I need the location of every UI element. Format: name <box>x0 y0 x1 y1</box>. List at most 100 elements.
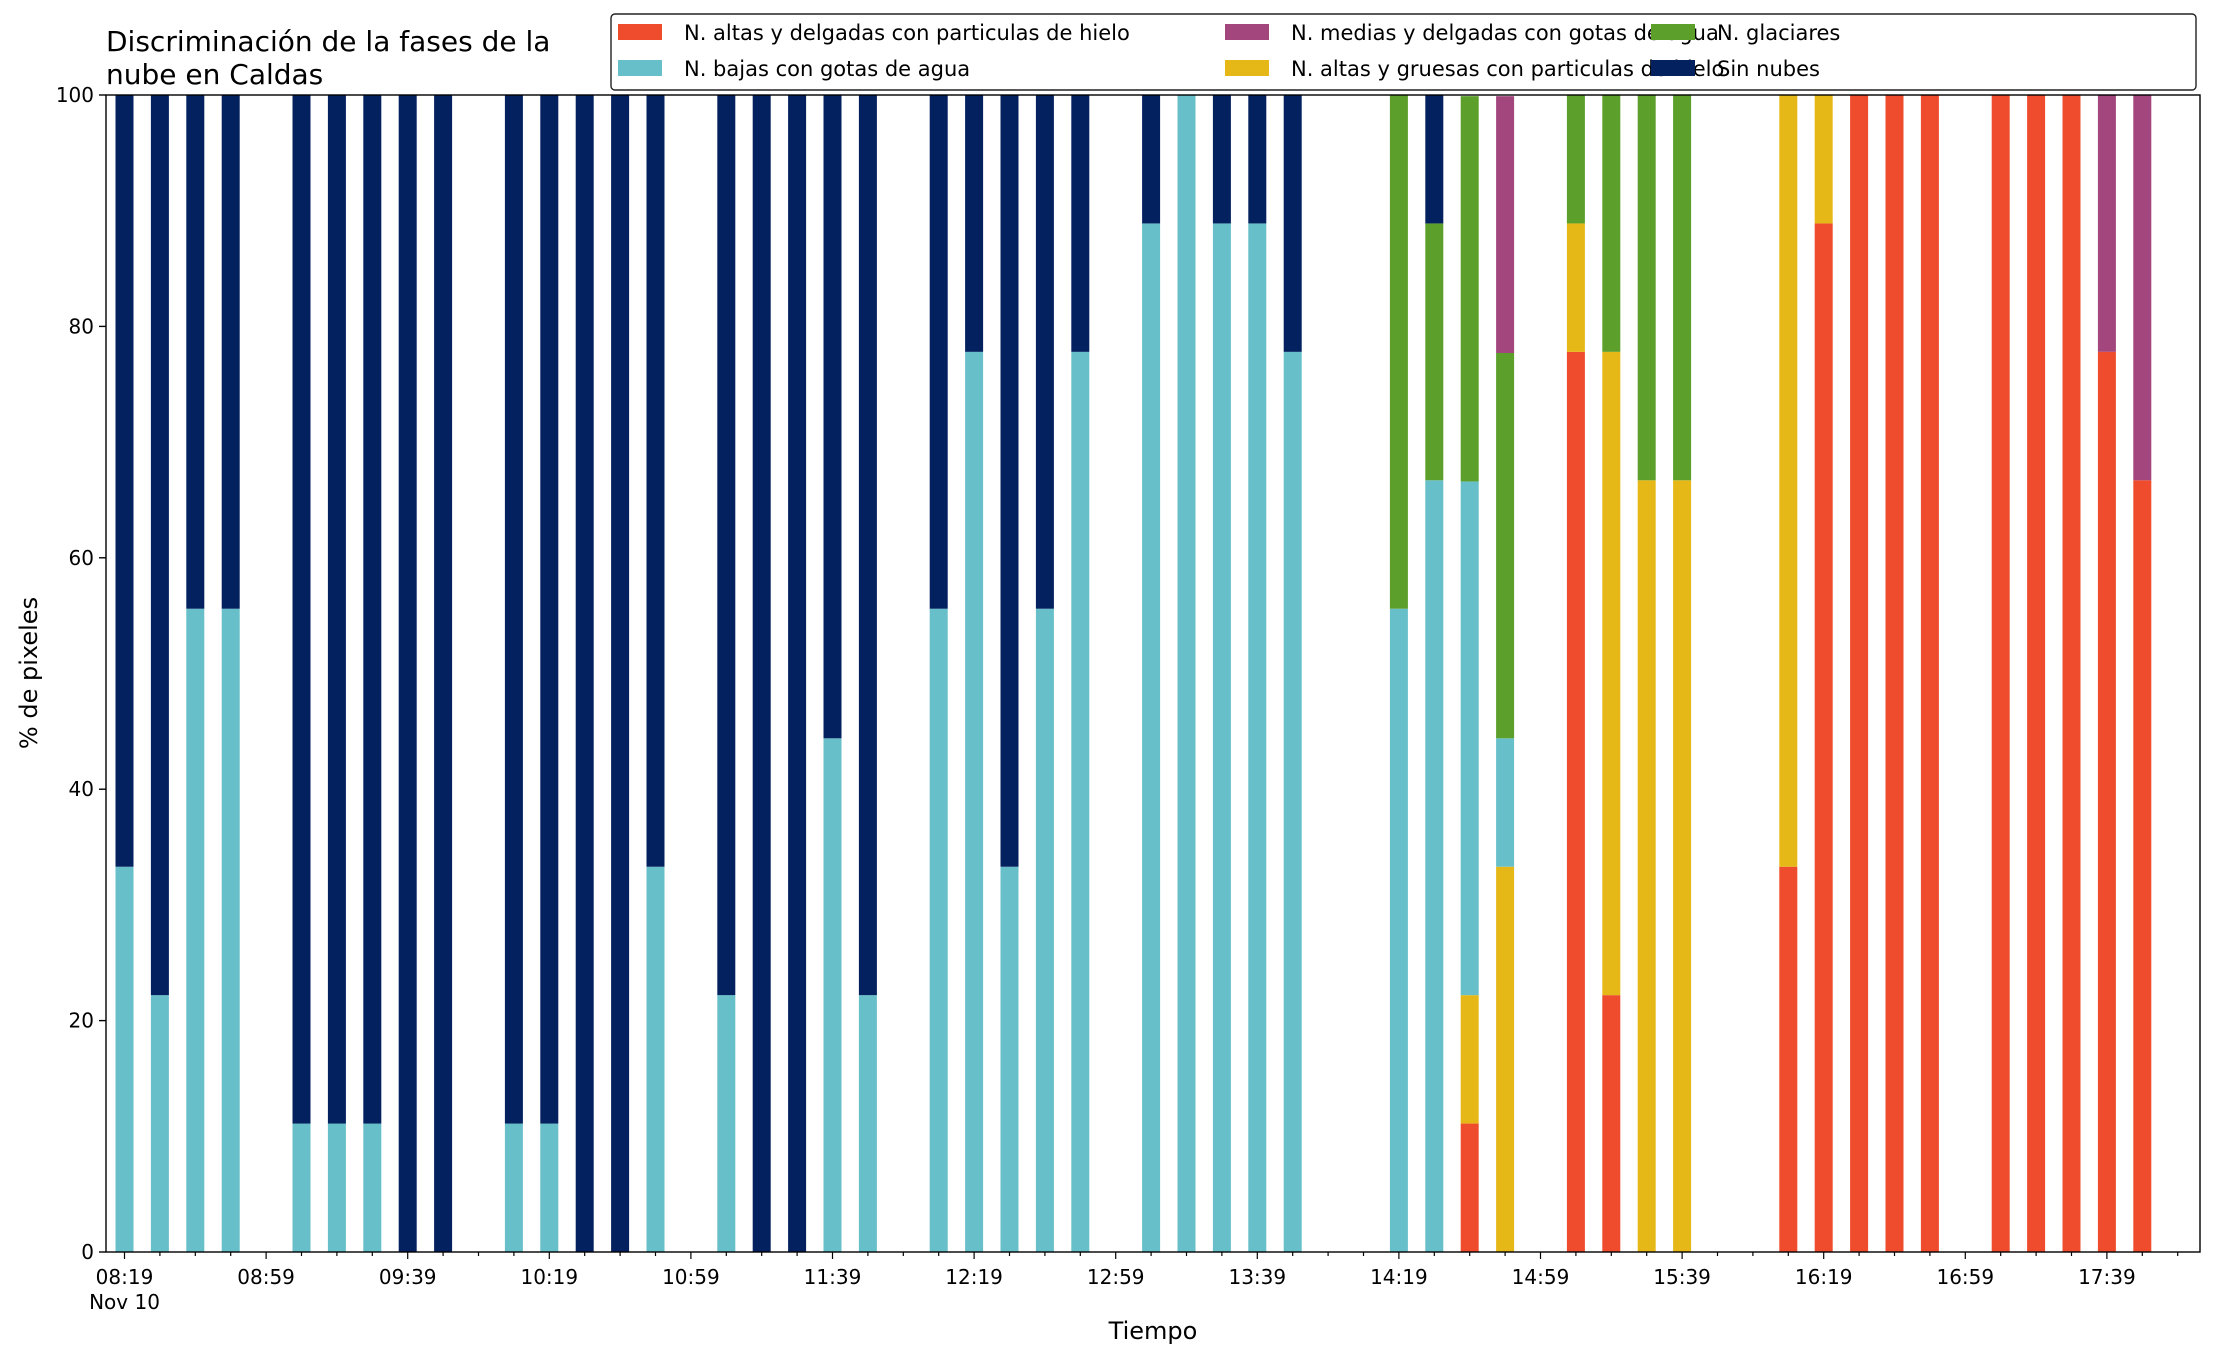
bar-segment-0-2 <box>115 866 134 1252</box>
x-tick-label-9: 14:19 <box>1370 1265 1428 1289</box>
bar-segment-9-5 <box>504 95 523 1124</box>
bar-segment-14-2 <box>717 995 736 1252</box>
x-tick-label-8: 13:39 <box>1228 1265 1286 1289</box>
bar-segment-18-5 <box>858 95 877 996</box>
bar-segment-21-5 <box>1000 95 1019 867</box>
bar-segment-30-5 <box>1425 95 1444 224</box>
x-tick-label-6: 12:19 <box>945 1265 1003 1289</box>
bar-segment-20-5 <box>965 95 984 352</box>
bar-segment-28-2 <box>1283 351 1302 1253</box>
bar-segment-38-1 <box>1814 95 1833 224</box>
bar-segment-46-4 <box>2133 95 2152 481</box>
x-tick-label-3: 10:19 <box>520 1265 578 1289</box>
chart-title-line-1: Discriminación de la fases de la <box>106 25 550 58</box>
legend-swatch-3 <box>1651 24 1695 40</box>
x-axis-label: Tiempo <box>1108 1317 1198 1345</box>
y-tick-label-5: 100 <box>56 83 94 107</box>
bar-segment-4-2 <box>292 1123 311 1252</box>
bar-segment-9-2 <box>504 1123 523 1252</box>
bar-segment-36-3 <box>1673 95 1692 481</box>
bar-segment-12-5 <box>611 95 630 1252</box>
bar-segment-2-2 <box>186 608 205 1252</box>
bar-segment-30-2 <box>1425 480 1444 1252</box>
bar-segment-35-3 <box>1637 95 1656 481</box>
bar-segment-26-5 <box>1212 95 1231 224</box>
bar-segment-46-0 <box>2133 480 2152 1252</box>
bar-segment-29-3 <box>1389 95 1408 609</box>
x-tick-label-13: 16:59 <box>1936 1265 1994 1289</box>
bar-segment-35-1 <box>1637 480 1656 1252</box>
x-tick-label-7: 12:59 <box>1087 1265 1145 1289</box>
y-tick-label-3: 60 <box>69 546 94 570</box>
bar-segment-32-4 <box>1496 96 1515 354</box>
bar-segment-24-5 <box>1142 95 1161 224</box>
bar-segment-40-0 <box>1885 95 1904 1252</box>
bar-segment-1-2 <box>150 995 169 1252</box>
x-tick-label-1: 08:59 <box>237 1265 295 1289</box>
bar-segment-1-5 <box>150 95 169 996</box>
bar-segment-34-0 <box>1602 995 1621 1252</box>
bar-segment-41-0 <box>1920 95 1939 1252</box>
bar-segment-45-0 <box>2097 351 2116 1253</box>
bar-segment-3-2 <box>221 608 240 1252</box>
bar-segment-4-5 <box>292 95 311 1124</box>
bar-segment-33-1 <box>1566 223 1585 352</box>
bar-segment-30-3 <box>1425 223 1444 481</box>
y-axis-label: % de pixeles <box>15 597 43 749</box>
y-tick-label-1: 20 <box>69 1009 94 1033</box>
bar-segment-36-1 <box>1673 480 1692 1252</box>
bar-segment-27-2 <box>1248 223 1267 1253</box>
bar-segment-24-2 <box>1142 223 1161 1253</box>
bar-segment-7-5 <box>398 95 417 1252</box>
bar-segment-10-2 <box>540 1123 559 1252</box>
x-tick-label-14: 17:39 <box>2078 1265 2136 1289</box>
bar-segment-19-2 <box>929 608 948 1252</box>
y-tick-label-4: 80 <box>69 314 94 338</box>
legend-swatch-1 <box>1225 60 1269 76</box>
bar-segment-31-0 <box>1460 1123 1479 1252</box>
bar-segment-17-2 <box>823 738 842 1252</box>
bar-segment-5-2 <box>327 1123 346 1252</box>
bar-segment-39-0 <box>1850 95 1869 1252</box>
bars-layer <box>115 95 2152 1253</box>
legend-swatch-2 <box>618 60 662 76</box>
x-tick-label-4: 10:59 <box>662 1265 720 1289</box>
bar-segment-42-0 <box>1991 95 2010 1252</box>
bar-segment-29-2 <box>1389 608 1408 1252</box>
bar-segment-34-3 <box>1602 95 1621 352</box>
bar-segment-6-5 <box>363 95 382 1124</box>
chart-title-line-2: nube en Caldas <box>106 58 323 91</box>
x-tick-label-10: 14:59 <box>1512 1265 1570 1289</box>
bar-segment-31-3 <box>1460 96 1479 482</box>
legend-swatch-4 <box>1225 24 1269 40</box>
bar-segment-34-1 <box>1602 351 1621 996</box>
bar-segment-6-2 <box>363 1123 382 1252</box>
bar-segment-13-5 <box>646 95 665 867</box>
bar-segment-33-0 <box>1566 351 1585 1253</box>
bar-segment-19-5 <box>929 95 948 609</box>
x-tick-sublabel: Nov 10 <box>89 1290 160 1314</box>
bar-segment-23-2 <box>1071 351 1090 1253</box>
bar-segment-20-2 <box>965 351 984 1253</box>
y-tick-label-0: 0 <box>81 1240 94 1264</box>
bar-segment-10-5 <box>540 95 559 1124</box>
bar-segment-18-2 <box>858 995 877 1252</box>
bar-segment-21-2 <box>1000 866 1019 1252</box>
legend-label-5: Sin nubes <box>1717 57 1820 81</box>
legend-box <box>610 13 2197 91</box>
bar-segment-44-0 <box>2062 95 2081 1252</box>
bar-segment-11-5 <box>575 95 594 1252</box>
bar-segment-31-1 <box>1460 995 1479 1124</box>
y-tick-label-2: 40 <box>69 777 94 801</box>
bar-segment-13-2 <box>646 866 665 1252</box>
x-tick-label-5: 11:39 <box>804 1265 862 1289</box>
bar-segment-27-5 <box>1248 95 1267 224</box>
legend-label-2: N. bajas con gotas de agua <box>684 57 970 81</box>
bar-segment-31-2 <box>1460 481 1479 996</box>
bar-segment-17-5 <box>823 95 842 739</box>
x-axis: 08:19 08:59 09:39 10:19 10:59 11:39 12:19 12:59… <box>89 1252 2179 1314</box>
bar-segment-32-2 <box>1496 738 1515 867</box>
bar-segment-45-4 <box>2097 95 2116 352</box>
y-axis: 0 20 40 60 80 100 <box>56 83 106 1264</box>
